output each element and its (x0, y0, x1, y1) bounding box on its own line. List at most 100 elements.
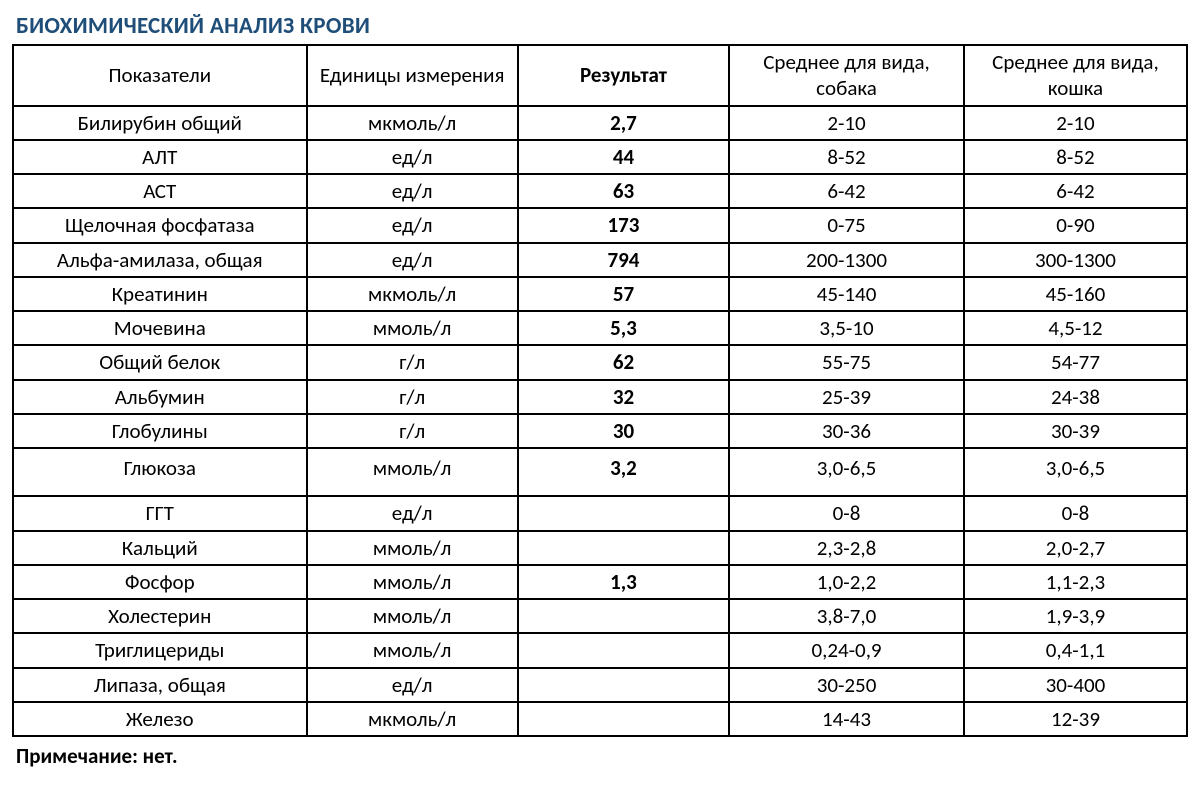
dog-cell: 6-42 (729, 174, 964, 208)
unit-cell: г/л (307, 380, 518, 414)
unit-cell: ед/л (307, 496, 518, 530)
dog-cell: 2,3-2,8 (729, 531, 964, 565)
unit-cell: ммоль/л (307, 448, 518, 496)
indicator-cell: Щелочная фосфатаза (13, 208, 307, 242)
indicator-cell: Общий белок (13, 345, 307, 379)
indicator-cell: Липаза, общая (13, 668, 307, 702)
dog-cell: 25-39 (729, 380, 964, 414)
indicator-cell: Триглицериды (13, 633, 307, 667)
cat-cell: 2-10 (964, 106, 1187, 140)
result-cell: 794 (518, 243, 729, 277)
unit-cell: мкмоль/л (307, 277, 518, 311)
col-indicator: Показатели (13, 45, 307, 106)
result-cell: 1,3 (518, 565, 729, 599)
result-cell (518, 668, 729, 702)
indicator-cell: Альфа-амилаза, общая (13, 243, 307, 277)
table-row: Альфа-амилаза, общаяед/л794200-1300300-1… (13, 243, 1187, 277)
table-row: Альбуминг/л3225-3924-38 (13, 380, 1187, 414)
dog-cell: 2-10 (729, 106, 964, 140)
note-text: Примечание: нет. (16, 743, 1188, 769)
dog-cell: 30-36 (729, 414, 964, 448)
table-row: Креатининмкмоль/л5745-14045-160 (13, 277, 1187, 311)
dog-cell: 30-250 (729, 668, 964, 702)
cat-cell: 4,5-12 (964, 311, 1187, 345)
dog-cell: 8-52 (729, 140, 964, 174)
table-row: Триглицеридыммоль/л0,24-0,90,4-1,1 (13, 633, 1187, 667)
col-dog: Среднее для вида, собака (729, 45, 964, 106)
dog-cell: 200-1300 (729, 243, 964, 277)
result-cell: 32 (518, 380, 729, 414)
cat-cell: 45-160 (964, 277, 1187, 311)
indicator-cell: Железо (13, 702, 307, 736)
unit-cell: ед/л (307, 140, 518, 174)
cat-cell: 1,1-2,3 (964, 565, 1187, 599)
dog-cell: 0-8 (729, 496, 964, 530)
table-row: Глюкозаммоль/л3,23,0-6,53,0-6,5 (13, 448, 1187, 496)
col-cat: Среднее для вида, кошка (964, 45, 1187, 106)
cat-cell: 30-400 (964, 668, 1187, 702)
table-body: Билирубин общиймкмоль/л2,72-102-10АЛТед/… (13, 106, 1187, 737)
indicator-cell: Креатинин (13, 277, 307, 311)
unit-cell: ммоль/л (307, 599, 518, 633)
dog-cell: 3,0-6,5 (729, 448, 964, 496)
cat-cell: 54-77 (964, 345, 1187, 379)
indicator-cell: Альбумин (13, 380, 307, 414)
indicator-cell: Мочевина (13, 311, 307, 345)
unit-cell: мкмоль/л (307, 106, 518, 140)
result-cell: 5,3 (518, 311, 729, 345)
cat-cell: 3,0-6,5 (964, 448, 1187, 496)
indicator-cell: ГГТ (13, 496, 307, 530)
unit-cell: г/л (307, 414, 518, 448)
unit-cell: г/л (307, 345, 518, 379)
cat-cell: 6-42 (964, 174, 1187, 208)
table-row: ГГТед/л 0-80-8 (13, 496, 1187, 530)
unit-cell: ммоль/л (307, 633, 518, 667)
cat-cell: 0,4-1,1 (964, 633, 1187, 667)
cat-cell: 0-90 (964, 208, 1187, 242)
result-cell: 2,7 (518, 106, 729, 140)
table-row: Фосформмоль/л1,31,0-2,21,1-2,3 (13, 565, 1187, 599)
table-row: Глобулиныг/л3030-3630-39 (13, 414, 1187, 448)
unit-cell: ед/л (307, 243, 518, 277)
table-row: АЛТед/л448-528-52 (13, 140, 1187, 174)
result-cell: 44 (518, 140, 729, 174)
result-cell: 30 (518, 414, 729, 448)
cat-cell: 8-52 (964, 140, 1187, 174)
result-cell: 62 (518, 345, 729, 379)
col-result: Результат (518, 45, 729, 106)
cat-cell: 300-1300 (964, 243, 1187, 277)
table-row: Липаза, общаяед/л 30-25030-400 (13, 668, 1187, 702)
table-row: Мочевинаммоль/л5,33,5-104,5-12 (13, 311, 1187, 345)
unit-cell: ед/л (307, 208, 518, 242)
unit-cell: мкмоль/л (307, 702, 518, 736)
dog-cell: 3,5-10 (729, 311, 964, 345)
cat-cell: 12-39 (964, 702, 1187, 736)
dog-cell: 0-75 (729, 208, 964, 242)
table-row: Железомкмоль/л14-4312-39 (13, 702, 1187, 736)
col-unit: Единицы измерения (307, 45, 518, 106)
cat-cell: 0-8 (964, 496, 1187, 530)
table-row: Билирубин общиймкмоль/л2,72-102-10 (13, 106, 1187, 140)
table-row: Щелочная фосфатазаед/л1730-750-90 (13, 208, 1187, 242)
result-cell: 173 (518, 208, 729, 242)
cat-cell: 2,0-2,7 (964, 531, 1187, 565)
cat-cell: 1,9-3,9 (964, 599, 1187, 633)
cat-cell: 24-38 (964, 380, 1187, 414)
indicator-cell: Глобулины (13, 414, 307, 448)
indicator-cell: АЛТ (13, 140, 307, 174)
cat-cell: 30-39 (964, 414, 1187, 448)
table-row: Кальцийммоль/л2,3-2,82,0-2,7 (13, 531, 1187, 565)
table-row: Общий белокг/л6255-7554-77 (13, 345, 1187, 379)
result-cell: 63 (518, 174, 729, 208)
result-cell (518, 531, 729, 565)
result-cell (518, 599, 729, 633)
dog-cell: 55-75 (729, 345, 964, 379)
dog-cell: 1,0-2,2 (729, 565, 964, 599)
indicator-cell: Фосфор (13, 565, 307, 599)
unit-cell: ед/л (307, 174, 518, 208)
result-cell (518, 496, 729, 530)
unit-cell: ммоль/л (307, 531, 518, 565)
indicator-cell: АСТ (13, 174, 307, 208)
unit-cell: ед/л (307, 668, 518, 702)
table-row: Холестеринммоль/л3,8-7,01,9-3,9 (13, 599, 1187, 633)
